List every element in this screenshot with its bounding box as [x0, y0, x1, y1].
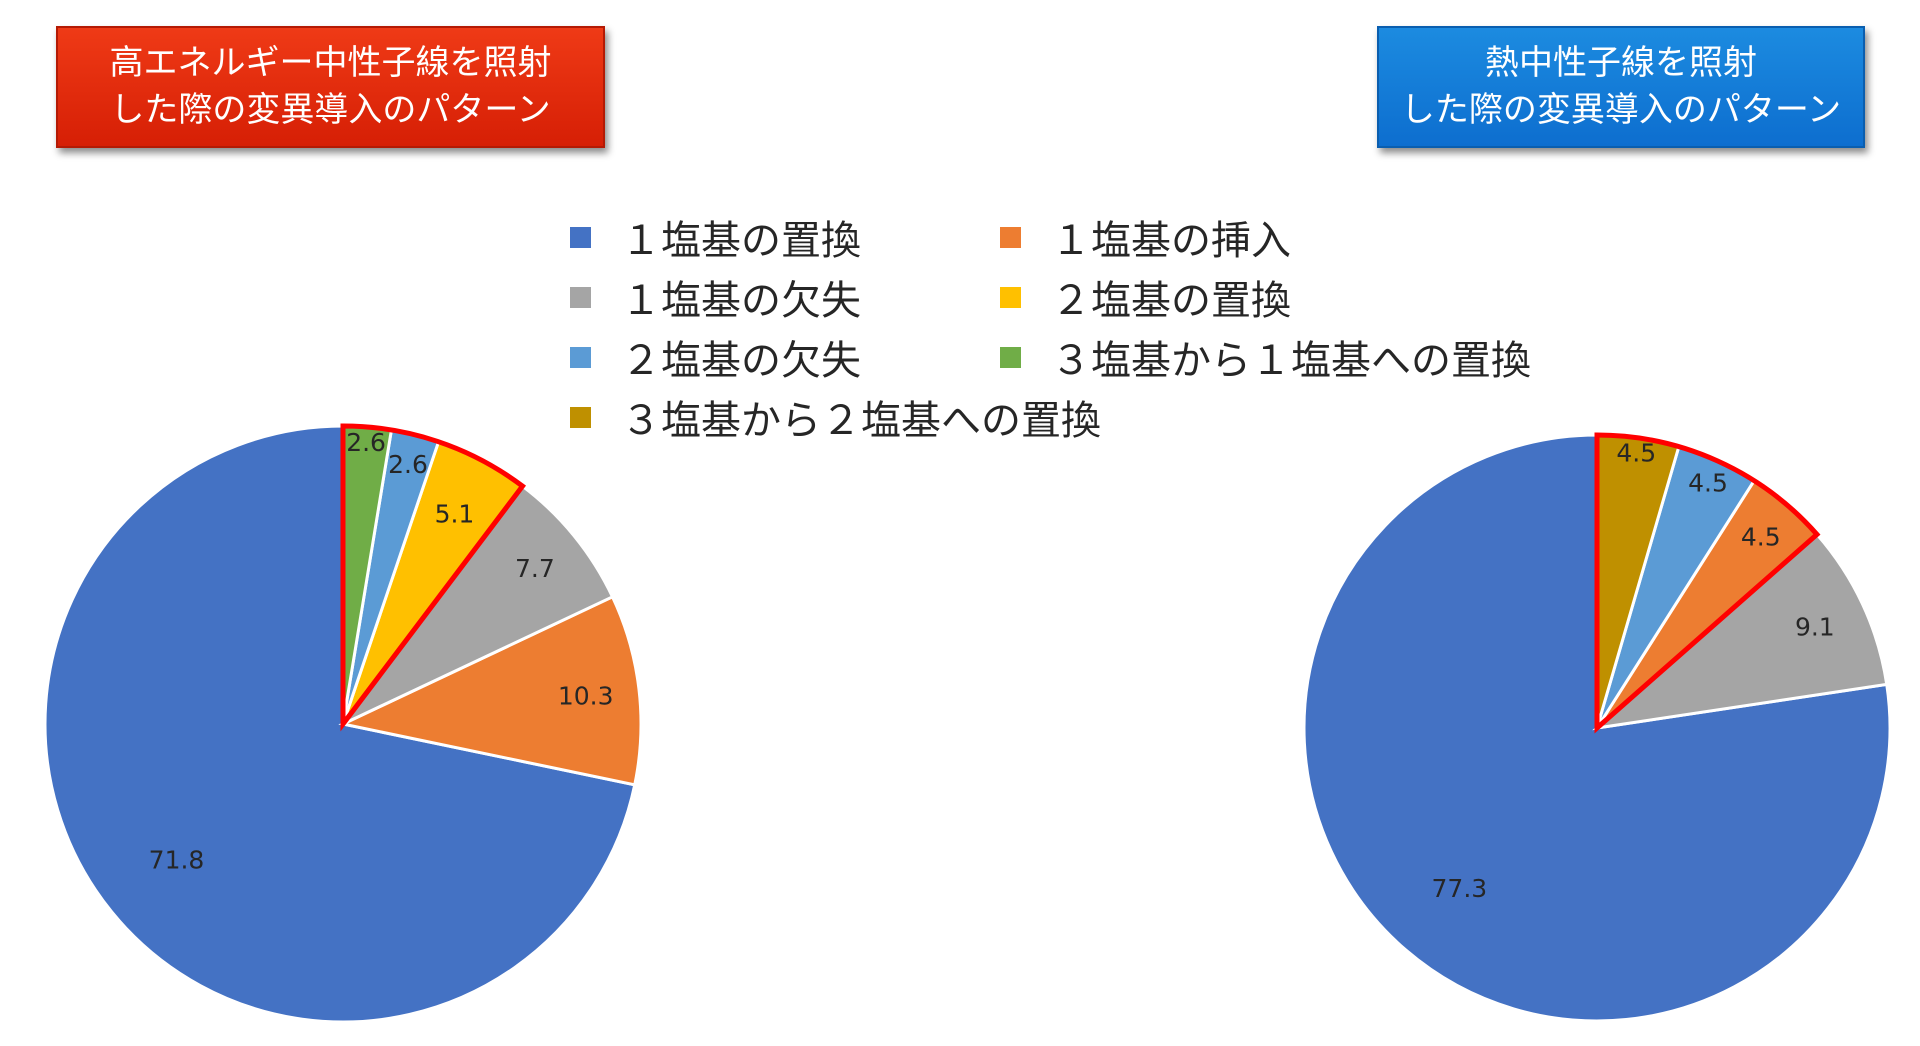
data-label: 4.5: [1688, 468, 1728, 497]
data-label: 71.8: [149, 845, 205, 874]
left-title-line-2: した際の変異導入のパターン: [110, 90, 551, 130]
data-label: 7.7: [515, 554, 555, 583]
legend-label: ３塩基から２塩基への置換: [621, 398, 1101, 444]
legend-swatch: [570, 406, 591, 428]
pie-slice: [338, 594, 643, 787]
data-label: 77.3: [1432, 874, 1488, 903]
legend-item-1base-deletion: １塩基の欠失: [570, 268, 861, 326]
legend-item-3to2-substitution: ３塩基から２塩基への置換: [570, 388, 1101, 446]
pie-slices: [43, 424, 643, 1024]
pie-slices: [1302, 433, 1892, 1023]
legend-label: １塩基の挿入: [1051, 218, 1291, 264]
data-label: 2.6: [346, 428, 386, 457]
legend-swatch: [1000, 286, 1021, 308]
legend-label: １塩基の欠失: [621, 278, 861, 324]
pie-slice: [1592, 532, 1889, 731]
legend-swatch: [570, 286, 591, 308]
pie-slice: [1302, 433, 1892, 1023]
right-title-line-2: した際の変異導入のパターン: [1400, 90, 1842, 130]
right-chart-title: 熱中性子線を照射 した際の変異導入のパターン: [1377, 26, 1865, 148]
right-title-line-1: 熱中性子線を照射: [1485, 43, 1757, 83]
legend-item-2base-substitution: ２塩基の置換: [1000, 268, 1291, 326]
highlight-outline: [1594, 432, 1821, 734]
data-label: 4.5: [1616, 438, 1656, 467]
legend-item-2base-deletion: ２塩基の欠失: [570, 328, 861, 386]
highlight-outline: [340, 423, 527, 732]
legend-swatch: [1000, 346, 1021, 368]
data-label: 10.3: [558, 681, 614, 710]
data-label: 2.6: [388, 450, 428, 479]
legend-item-1base-insertion: １塩基の挿入: [1000, 208, 1291, 266]
data-label: 9.1: [1795, 613, 1835, 642]
legend-label: ２塩基の置換: [1051, 278, 1291, 324]
left-title-line-1: 高エネルギー中性子線を照射: [109, 43, 552, 83]
data-label: 4.5: [1741, 523, 1781, 552]
legend-item-1base-substitution: １塩基の置換: [570, 208, 861, 266]
legend-swatch: [570, 346, 591, 368]
legend: １塩基の置換 １塩基の挿入 １塩基の欠失 ２塩基の置換 ２塩基の欠失 ３塩基から…: [570, 208, 1590, 448]
legend-label: ２塩基の欠失: [621, 338, 861, 384]
legend-item-3to1-substitution: ３塩基から１塩基への置換: [1000, 328, 1531, 386]
left-chart-title: 高エネルギー中性子線を照射 した際の変異導入のパターン: [56, 26, 605, 148]
legend-label: ３塩基から１塩基への置換: [1051, 338, 1531, 384]
legend-label: １塩基の置換: [621, 218, 861, 264]
data-label: 5.1: [435, 499, 475, 528]
pie-slice: [341, 484, 615, 726]
legend-swatch: [570, 226, 591, 248]
legend-swatch: [1000, 226, 1021, 248]
